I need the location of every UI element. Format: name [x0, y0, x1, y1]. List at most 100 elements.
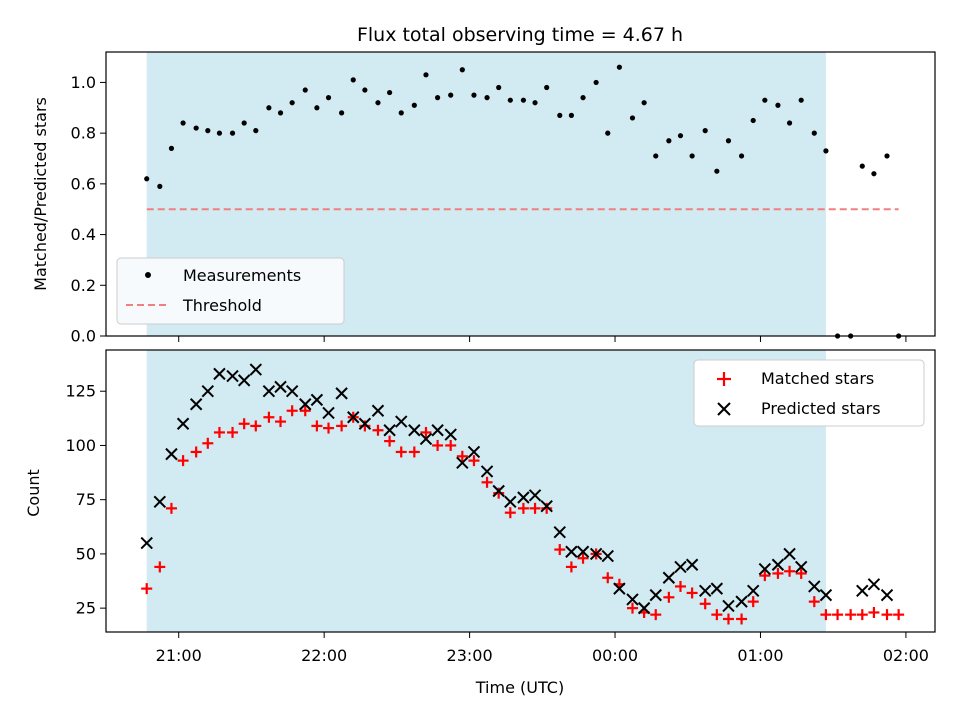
measurement-point	[168, 145, 175, 151]
matched-star-point	[263, 411, 275, 423]
measurement-point	[314, 105, 320, 111]
measurement-point	[557, 112, 563, 118]
measurement-point	[375, 100, 381, 106]
predicted-star-point	[856, 584, 869, 597]
x-tick-label: 21:00	[156, 646, 202, 665]
matched-star-point	[177, 455, 189, 467]
predicted-star-point	[553, 526, 566, 539]
measurement-point	[157, 183, 163, 189]
predicted-star-point	[189, 398, 203, 411]
predicted-stars-points	[140, 363, 894, 615]
predicted-star-point	[347, 411, 360, 424]
matched-star-point	[481, 476, 493, 488]
measurement-point	[823, 148, 829, 154]
matched-star-point	[820, 609, 832, 621]
measurement-point	[859, 163, 865, 169]
y-tick-label: 100	[65, 436, 96, 455]
matched-star-point	[832, 609, 844, 621]
predicted-star-point	[467, 445, 481, 459]
measurement-point	[144, 176, 150, 182]
measurement-point	[544, 84, 550, 91]
y-tick-label: 75	[76, 490, 96, 509]
matched-star-point	[759, 570, 771, 582]
matched-star-point	[795, 567, 807, 579]
measurement-point	[714, 168, 720, 174]
matched-star-point	[493, 487, 505, 499]
predicted-star-point	[335, 387, 348, 400]
matched-star-point	[808, 596, 820, 608]
matched-star-point	[736, 613, 748, 625]
measurement-point	[666, 138, 672, 144]
predicted-star-point	[880, 588, 894, 602]
matched-star-point	[686, 587, 698, 599]
matched-star-point	[395, 446, 407, 458]
measurement-point	[216, 130, 223, 136]
predicted-star-point	[480, 465, 494, 478]
predicted-star-point	[201, 385, 215, 398]
axes-frame	[105, 349, 936, 633]
predicted-star-point	[589, 547, 603, 561]
predicted-star-point	[662, 571, 676, 584]
matched-star-point	[311, 420, 323, 432]
measurement-point	[593, 79, 599, 86]
matched-star-point	[747, 596, 759, 608]
legend: Matched stars Predicted stars	[693, 359, 925, 427]
y-tick-label: 25	[76, 599, 96, 618]
matched-star-point	[384, 435, 396, 447]
matched-star-point	[711, 609, 723, 621]
measurement-point	[580, 95, 586, 101]
y-tick-label: 0.2	[71, 276, 96, 295]
matched-star-point	[772, 567, 784, 579]
predicted-star-point	[783, 547, 796, 561]
measurement-point	[435, 95, 441, 101]
matched-star-point	[663, 591, 675, 603]
legend-marker-predicted	[717, 402, 731, 416]
y-tick-label: 0.4	[71, 225, 96, 244]
matched-star-point	[602, 572, 614, 584]
predicted-star-point	[140, 536, 153, 550]
y-tick-label: 50	[76, 544, 96, 563]
x-axis-ticks	[178, 336, 907, 342]
matched-star-point	[468, 455, 480, 467]
predicted-star-point	[601, 549, 614, 563]
matched-star-point	[336, 420, 348, 432]
x-tick-label: 23:00	[447, 646, 493, 665]
matched-star-point	[420, 426, 432, 438]
predicted-star-point	[504, 495, 517, 509]
matched-star-point	[674, 580, 686, 592]
matched-star-point	[408, 446, 420, 458]
measurement-point	[786, 120, 793, 126]
predicted-star-point	[165, 447, 178, 461]
predicted-star-point	[213, 367, 226, 381]
x-axis-ticks: 21:00 22:00 23:00 00:00 01:00 02:00	[156, 632, 929, 665]
measurement-point	[568, 112, 575, 118]
matched-star-point	[541, 502, 553, 514]
predicted-star-point	[444, 428, 457, 441]
matched-star-point	[432, 439, 444, 451]
predicted-star-point	[794, 560, 808, 574]
matched-star-point	[577, 552, 589, 564]
measurement-point	[180, 120, 186, 126]
predicted-star-point	[565, 545, 578, 558]
predicted-star-point	[698, 584, 712, 597]
measurement-point	[616, 64, 622, 70]
measurement-point	[289, 100, 295, 106]
measurement-points	[144, 64, 902, 339]
matched-star-point	[323, 422, 335, 434]
ratio-panel: Flux total observing time = 4.67 h 0.00.…	[31, 24, 936, 346]
predicted-star-point	[746, 584, 760, 597]
matched-star-point	[227, 426, 239, 438]
matched-star-point	[845, 609, 857, 621]
matched-star-point	[699, 598, 711, 610]
legend-box	[693, 359, 925, 427]
measurement-point	[689, 153, 695, 159]
predicted-star-point	[431, 424, 444, 437]
predicted-star-point	[517, 491, 530, 504]
measurement-point	[411, 102, 417, 108]
measurement-point	[532, 100, 538, 106]
y-axis-label: Count	[24, 469, 43, 517]
predicted-star-point	[808, 580, 821, 593]
measurement-point	[229, 130, 236, 136]
measurement-point	[253, 128, 259, 134]
measurement-point	[471, 92, 477, 98]
